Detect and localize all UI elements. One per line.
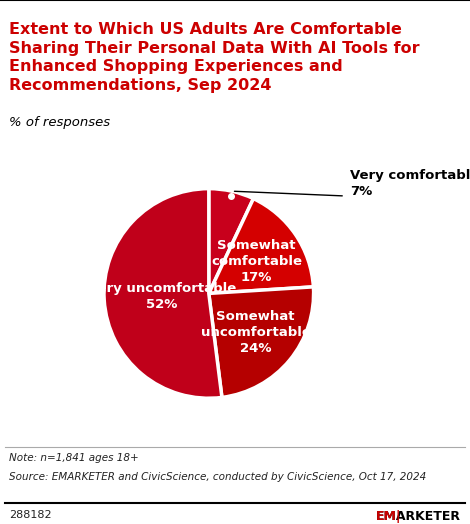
Wedge shape: [104, 189, 222, 398]
Text: % of responses: % of responses: [9, 116, 110, 129]
Text: Somewhat
comfortable
17%: Somewhat comfortable 17%: [211, 238, 302, 283]
Text: Somewhat
uncomfortable
24%: Somewhat uncomfortable 24%: [201, 310, 311, 355]
Text: Note: n=1,841 ages 18+: Note: n=1,841 ages 18+: [9, 453, 139, 463]
Wedge shape: [209, 199, 313, 293]
Text: Very uncomfortable
52%: Very uncomfortable 52%: [87, 282, 236, 311]
Text: Very comfortable
7%: Very comfortable 7%: [350, 169, 470, 198]
Text: 288182: 288182: [9, 510, 52, 520]
Text: Extent to Which US Adults Are Comfortable
Sharing Their Personal Data With AI To: Extent to Which US Adults Are Comfortabl…: [9, 22, 420, 93]
Wedge shape: [209, 189, 253, 293]
Wedge shape: [209, 287, 313, 397]
Text: EMARKETER: EMARKETER: [376, 510, 461, 523]
Text: Source: EMARKETER and CivicScience, conducted by CivicScience, Oct 17, 2024: Source: EMARKETER and CivicScience, cond…: [9, 472, 427, 482]
Text: EM|: EM|: [376, 510, 402, 523]
